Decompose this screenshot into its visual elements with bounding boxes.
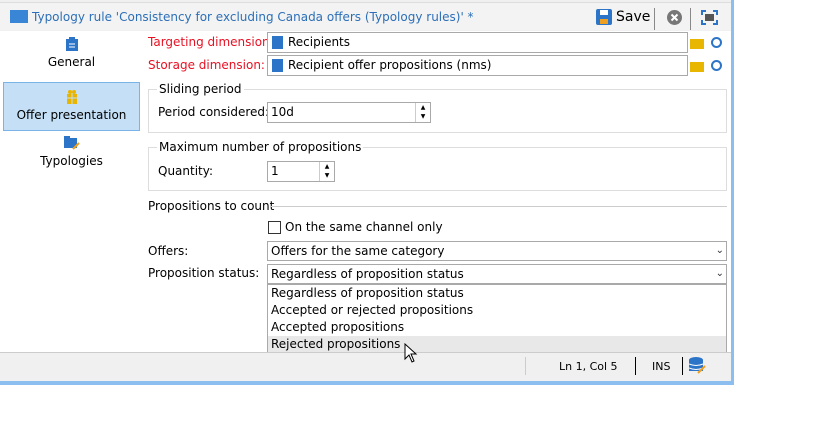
offers-value: Offers for the same category [271,244,445,258]
folder-rule-icon [63,136,80,150]
quantity-value: 1 [271,164,279,178]
typology-rule-icon [10,10,28,23]
folder-icon[interactable] [690,62,704,72]
insert-mode: INS [652,360,671,373]
section-divider [270,206,727,207]
offers-label: Offers: [148,244,189,258]
editor-window: Typology rule 'Consistency for excluding… [0,0,734,385]
mouse-cursor [404,343,418,363]
same-channel-checkbox[interactable] [268,221,281,234]
save-button[interactable]: Save [596,9,650,25]
schema-icon [272,59,283,72]
storage-dimension-value: Recipient offer propositions (nms) [288,58,492,72]
dropdown-option[interactable]: Accepted propositions [271,320,405,334]
period-label: Period considered: [158,105,270,119]
dropdown-option[interactable]: Regardless of proposition status [271,286,464,300]
propositions-to-count-title: Propositions to count [148,199,275,213]
targeting-dimension-field[interactable]: Recipients [267,32,688,53]
proposition-status-select[interactable]: Regardless of proposition status ⌄ [267,264,727,284]
chevron-down-icon: ⌄ [715,268,724,279]
max-propositions-group: Maximum number of propositions Quantity:… [148,140,727,191]
sidebar-item-typologies[interactable]: Typologies [3,136,140,180]
storage-dimension-label: Storage dimension: [148,58,265,72]
sidebar-item-label: General [47,55,96,69]
save-label: Save [616,9,651,25]
sidebar-item-label: Offer presentation [16,108,127,122]
database-icon [689,357,706,374]
search-icon[interactable] [711,60,722,71]
max-propositions-title: Maximum number of propositions [157,140,364,154]
clipboard-icon [65,37,78,51]
toolbar-separator [654,8,655,30]
sliding-period-title: Sliding period [157,82,244,96]
dropdown-option[interactable]: Rejected propositions [268,336,726,353]
maximize-icon[interactable] [701,10,718,25]
cancel-icon[interactable] [667,10,682,25]
offers-select[interactable]: Offers for the same category ⌄ [267,241,727,261]
gift-icon [66,90,77,104]
offer-presentation-panel: Targeting dimension: Recipients Storage … [140,31,731,352]
status-separator [635,357,636,375]
storage-dimension-field[interactable]: Recipient offer propositions (nms) [267,55,688,76]
schema-icon [272,36,283,49]
targeting-dimension-label: Targeting dimension: [148,35,274,49]
status-separator [525,357,526,375]
dropdown-option[interactable]: Accepted or rejected propositions [271,303,474,317]
same-channel-label: On the same channel only [285,220,443,234]
sliding-period-group: Sliding period Period considered: 10d ▲ ▼ [148,82,727,133]
status-bar: Ln 1, Col 5 INS [0,352,731,381]
cursor-position: Ln 1, Col 5 [559,360,618,373]
proposition-status-dropdown: Regardless of proposition status Accepte… [267,284,727,354]
targeting-dimension-value: Recipients [288,35,351,49]
period-input[interactable]: 10d ▲ ▼ [267,102,431,123]
quantity-stepper[interactable]: 1 ▲ ▼ [267,161,335,182]
quantity-spinner[interactable]: ▲ ▼ [319,162,334,181]
period-value: 10d [271,105,294,119]
sidebar-item-label: Typologies [40,154,103,168]
quantity-label: Quantity: [158,164,214,178]
sidebar-item-offer-presentation[interactable]: Offer presentation [3,82,140,131]
proposition-status-value: Regardless of proposition status [271,267,464,281]
sidebar-item-general[interactable]: General [3,37,140,81]
folder-icon[interactable] [690,39,704,49]
chevron-down-icon: ⌄ [715,245,724,256]
window-title: Typology rule 'Consistency for excluding… [32,10,474,24]
toolbar-separator [690,8,691,30]
sidebar: General Offer presentation Typologies [0,31,140,352]
period-spinner[interactable]: ▲ ▼ [415,103,430,122]
status-separator [682,357,683,375]
search-icon[interactable] [711,37,722,48]
proposition-status-label: Proposition status: [148,266,260,280]
save-icon [596,9,612,25]
title-bar: Typology rule 'Consistency for excluding… [0,2,731,30]
